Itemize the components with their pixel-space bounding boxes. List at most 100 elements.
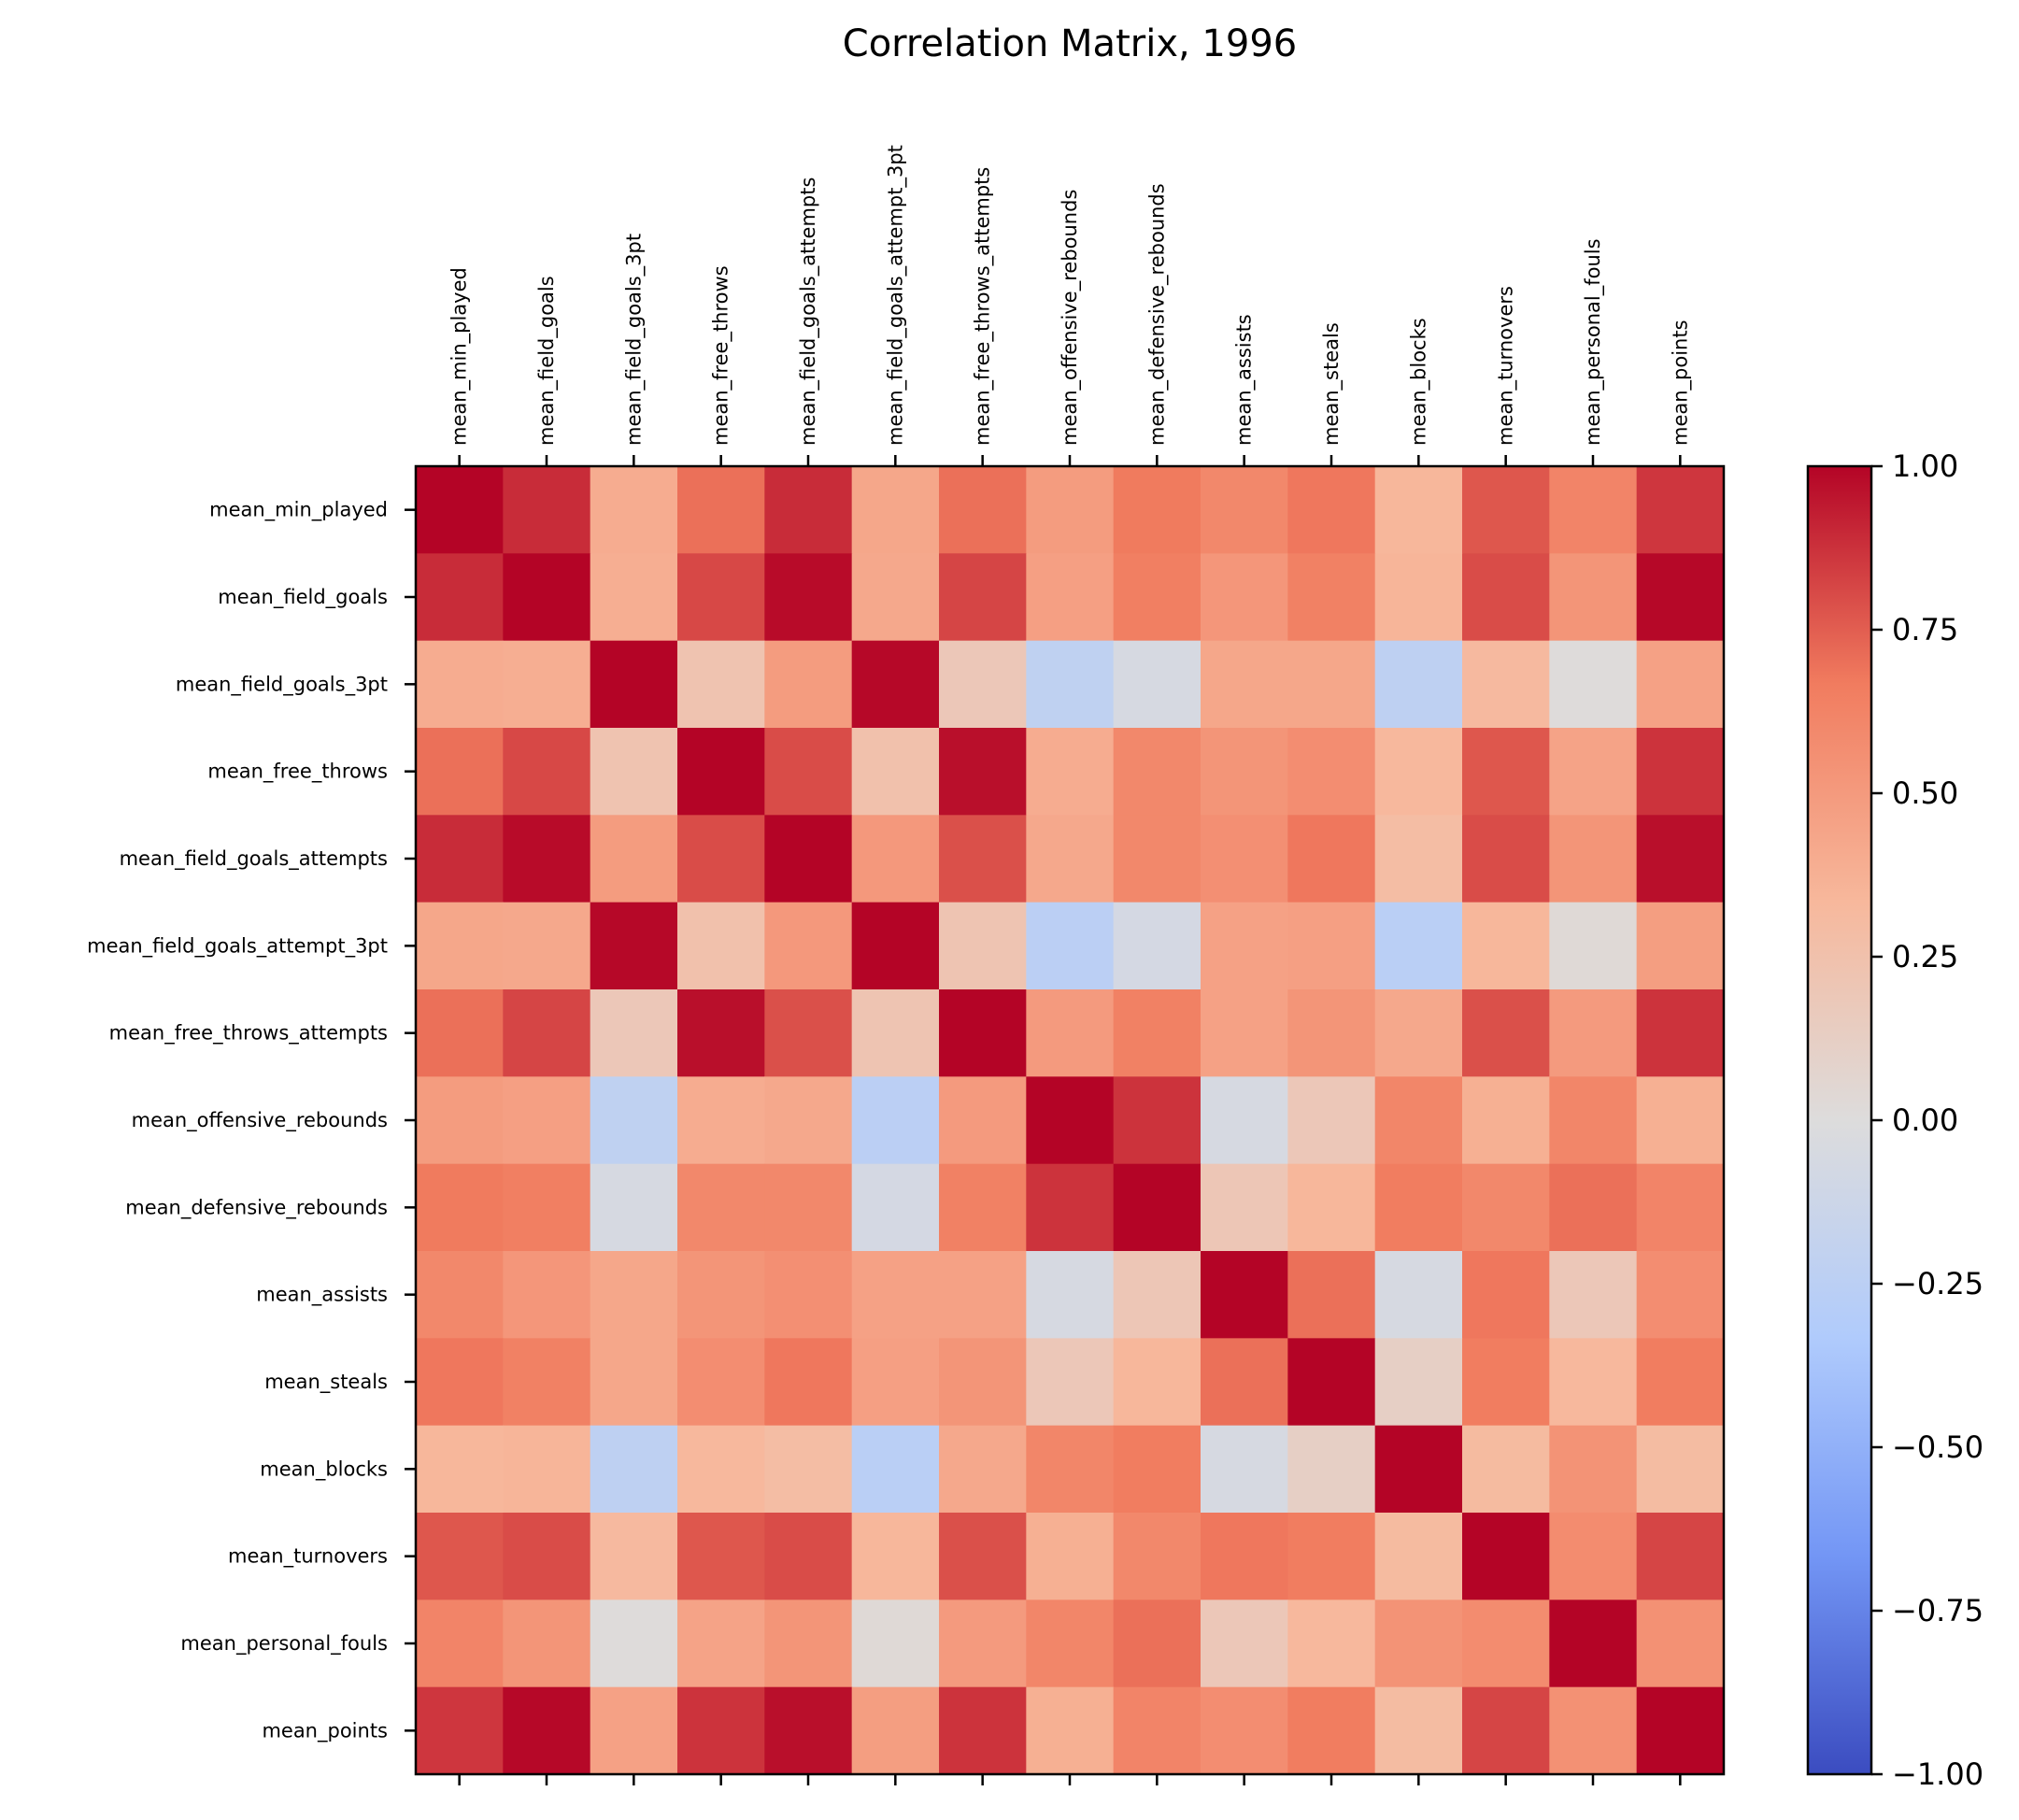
heatmap-cell-12-7 xyxy=(1026,1513,1115,1600)
heatmap-cell-7-10 xyxy=(1287,1076,1376,1165)
heatmap-cell-4-5 xyxy=(851,815,940,903)
heatmap-cell-0-12 xyxy=(1462,466,1550,554)
y-tick-label-2: mean_field_goals_3pt xyxy=(176,673,388,696)
heatmap-cell-5-10 xyxy=(1287,902,1376,990)
heatmap-cell-3-4 xyxy=(764,728,853,816)
x-tick-label-1: mean_field_goals xyxy=(535,276,559,446)
heatmap-cell-3-3 xyxy=(677,728,765,816)
heatmap-cell-5-6 xyxy=(939,902,1027,990)
heatmap-cell-14-10 xyxy=(1287,1686,1376,1775)
heatmap-cell-4-12 xyxy=(1462,815,1550,903)
heatmap-cell-1-2 xyxy=(590,553,678,642)
heatmap-cell-2-13 xyxy=(1549,640,1638,729)
heatmap-cell-13-11 xyxy=(1374,1600,1463,1688)
heatmap-cell-4-9 xyxy=(1201,815,1288,903)
heatmap-cell-14-0 xyxy=(416,1686,504,1775)
heatmap-cell-2-0 xyxy=(416,640,504,729)
y-tick-label-4: mean_field_goals_attempts xyxy=(120,847,388,871)
heatmap-cell-7-13 xyxy=(1549,1076,1638,1165)
heatmap-cell-8-7 xyxy=(1026,1163,1115,1252)
heatmap-cell-11-9 xyxy=(1201,1425,1288,1514)
heatmap-cell-6-13 xyxy=(1549,989,1638,1077)
heatmap-cell-12-3 xyxy=(677,1513,765,1600)
heatmap-cell-4-7 xyxy=(1026,815,1115,903)
heatmap-cell-7-11 xyxy=(1374,1076,1463,1165)
heatmap-cell-8-5 xyxy=(851,1163,940,1252)
heatmap-cell-6-1 xyxy=(503,989,591,1077)
heatmap-cell-3-2 xyxy=(590,728,678,816)
heatmap-cell-11-0 xyxy=(416,1425,504,1514)
heatmap-cell-3-12 xyxy=(1462,728,1550,816)
colorbar-tick-label-1: 0.75 xyxy=(1892,612,1958,647)
x-axis-ticks: mean_min_played mean_field_goals mean_fiel… xyxy=(448,145,1692,1785)
heatmap-cell-3-1 xyxy=(503,728,591,816)
heatmap-cell-13-13 xyxy=(1549,1600,1638,1688)
heatmap-cell-11-1 xyxy=(503,1425,591,1514)
heatmap-cell-10-5 xyxy=(851,1338,940,1427)
heatmap-cell-14-8 xyxy=(1113,1686,1201,1775)
heatmap-cell-12-4 xyxy=(764,1513,853,1600)
heatmap-cell-11-8 xyxy=(1113,1425,1201,1514)
heatmap-cell-14-9 xyxy=(1201,1686,1288,1775)
heatmap-cell-8-4 xyxy=(764,1163,853,1252)
heatmap-cell-13-14 xyxy=(1636,1600,1725,1688)
heatmap-cell-2-4 xyxy=(764,640,853,729)
colorbar-tick-label-7: −0.75 xyxy=(1892,1593,1983,1628)
y-tick-label-1: mean_field_goals xyxy=(218,586,388,609)
heatmap-cell-13-9 xyxy=(1201,1600,1288,1688)
heatmap-cell-1-0 xyxy=(416,553,504,642)
heatmap-cell-1-4 xyxy=(764,553,853,642)
heatmap-cell-2-7 xyxy=(1026,640,1115,729)
heatmap-cell-1-3 xyxy=(677,553,765,642)
heatmap-cell-6-8 xyxy=(1113,989,1201,1077)
heatmap-cell-7-7 xyxy=(1026,1076,1115,1165)
heatmap-cell-7-12 xyxy=(1462,1076,1550,1165)
heatmap-cell-9-13 xyxy=(1549,1251,1638,1339)
heatmap-cell-11-2 xyxy=(590,1425,678,1514)
heatmap-cell-0-5 xyxy=(851,466,940,554)
heatmap-cell-7-8 xyxy=(1113,1076,1201,1165)
heatmap-cell-3-5 xyxy=(851,728,940,816)
heatmap-cell-0-9 xyxy=(1201,466,1288,554)
y-tick-label-14: mean_points xyxy=(262,1719,388,1742)
x-tick-label-14: mean_points xyxy=(1669,320,1692,446)
heatmap-cell-10-7 xyxy=(1026,1338,1115,1427)
heatmap-cell-6-14 xyxy=(1636,989,1725,1077)
heatmap-cell-2-3 xyxy=(677,640,765,729)
heatmap-cell-11-4 xyxy=(764,1425,853,1514)
heatmap-cell-5-14 xyxy=(1636,902,1725,990)
heatmap-cell-1-10 xyxy=(1287,553,1376,642)
heatmap-cell-8-9 xyxy=(1201,1163,1288,1252)
heatmap-cell-11-12 xyxy=(1462,1425,1550,1514)
heatmap-cell-13-0 xyxy=(416,1600,504,1688)
heatmap-cell-5-1 xyxy=(503,902,591,990)
x-tick-label-11: mean_blocks xyxy=(1407,318,1430,446)
heatmap-cell-10-10 xyxy=(1287,1338,1376,1427)
heatmap-cell-12-5 xyxy=(851,1513,940,1600)
heatmap-cell-5-11 xyxy=(1374,902,1463,990)
colorbar-tick-label-6: −0.50 xyxy=(1892,1429,1983,1465)
heatmap-cell-2-1 xyxy=(503,640,591,729)
x-tick-label-13: mean_personal_fouls xyxy=(1582,238,1605,446)
heatmap-cell-0-11 xyxy=(1374,466,1463,554)
heatmap-cell-6-9 xyxy=(1201,989,1288,1077)
colorbar-tick-label-8: −1.00 xyxy=(1892,1756,1983,1792)
heatmap-cell-11-3 xyxy=(677,1425,765,1514)
y-tick-label-10: mean_steals xyxy=(264,1371,388,1394)
heatmap-cell-13-6 xyxy=(939,1600,1027,1688)
x-tick-label-5: mean_field_goals_attempt_3pt xyxy=(884,145,907,446)
heatmap-cell-2-12 xyxy=(1462,640,1550,729)
heatmap-cell-4-10 xyxy=(1287,815,1376,903)
heatmap-cell-11-14 xyxy=(1636,1425,1725,1514)
heatmap-cell-8-0 xyxy=(416,1163,504,1252)
heatmap-cell-1-11 xyxy=(1374,553,1463,642)
heatmap-cell-6-4 xyxy=(764,989,853,1077)
y-tick-label-6: mean_free_throws_attempts xyxy=(109,1022,388,1045)
y-tick-label-12: mean_turnovers xyxy=(228,1545,388,1569)
heatmap-cell-6-3 xyxy=(677,989,765,1077)
heatmap-cell-12-9 xyxy=(1201,1513,1288,1600)
heatmap-cell-8-6 xyxy=(939,1163,1027,1252)
heatmap-cell-9-0 xyxy=(416,1251,504,1339)
heatmap-cell-9-11 xyxy=(1374,1251,1463,1339)
